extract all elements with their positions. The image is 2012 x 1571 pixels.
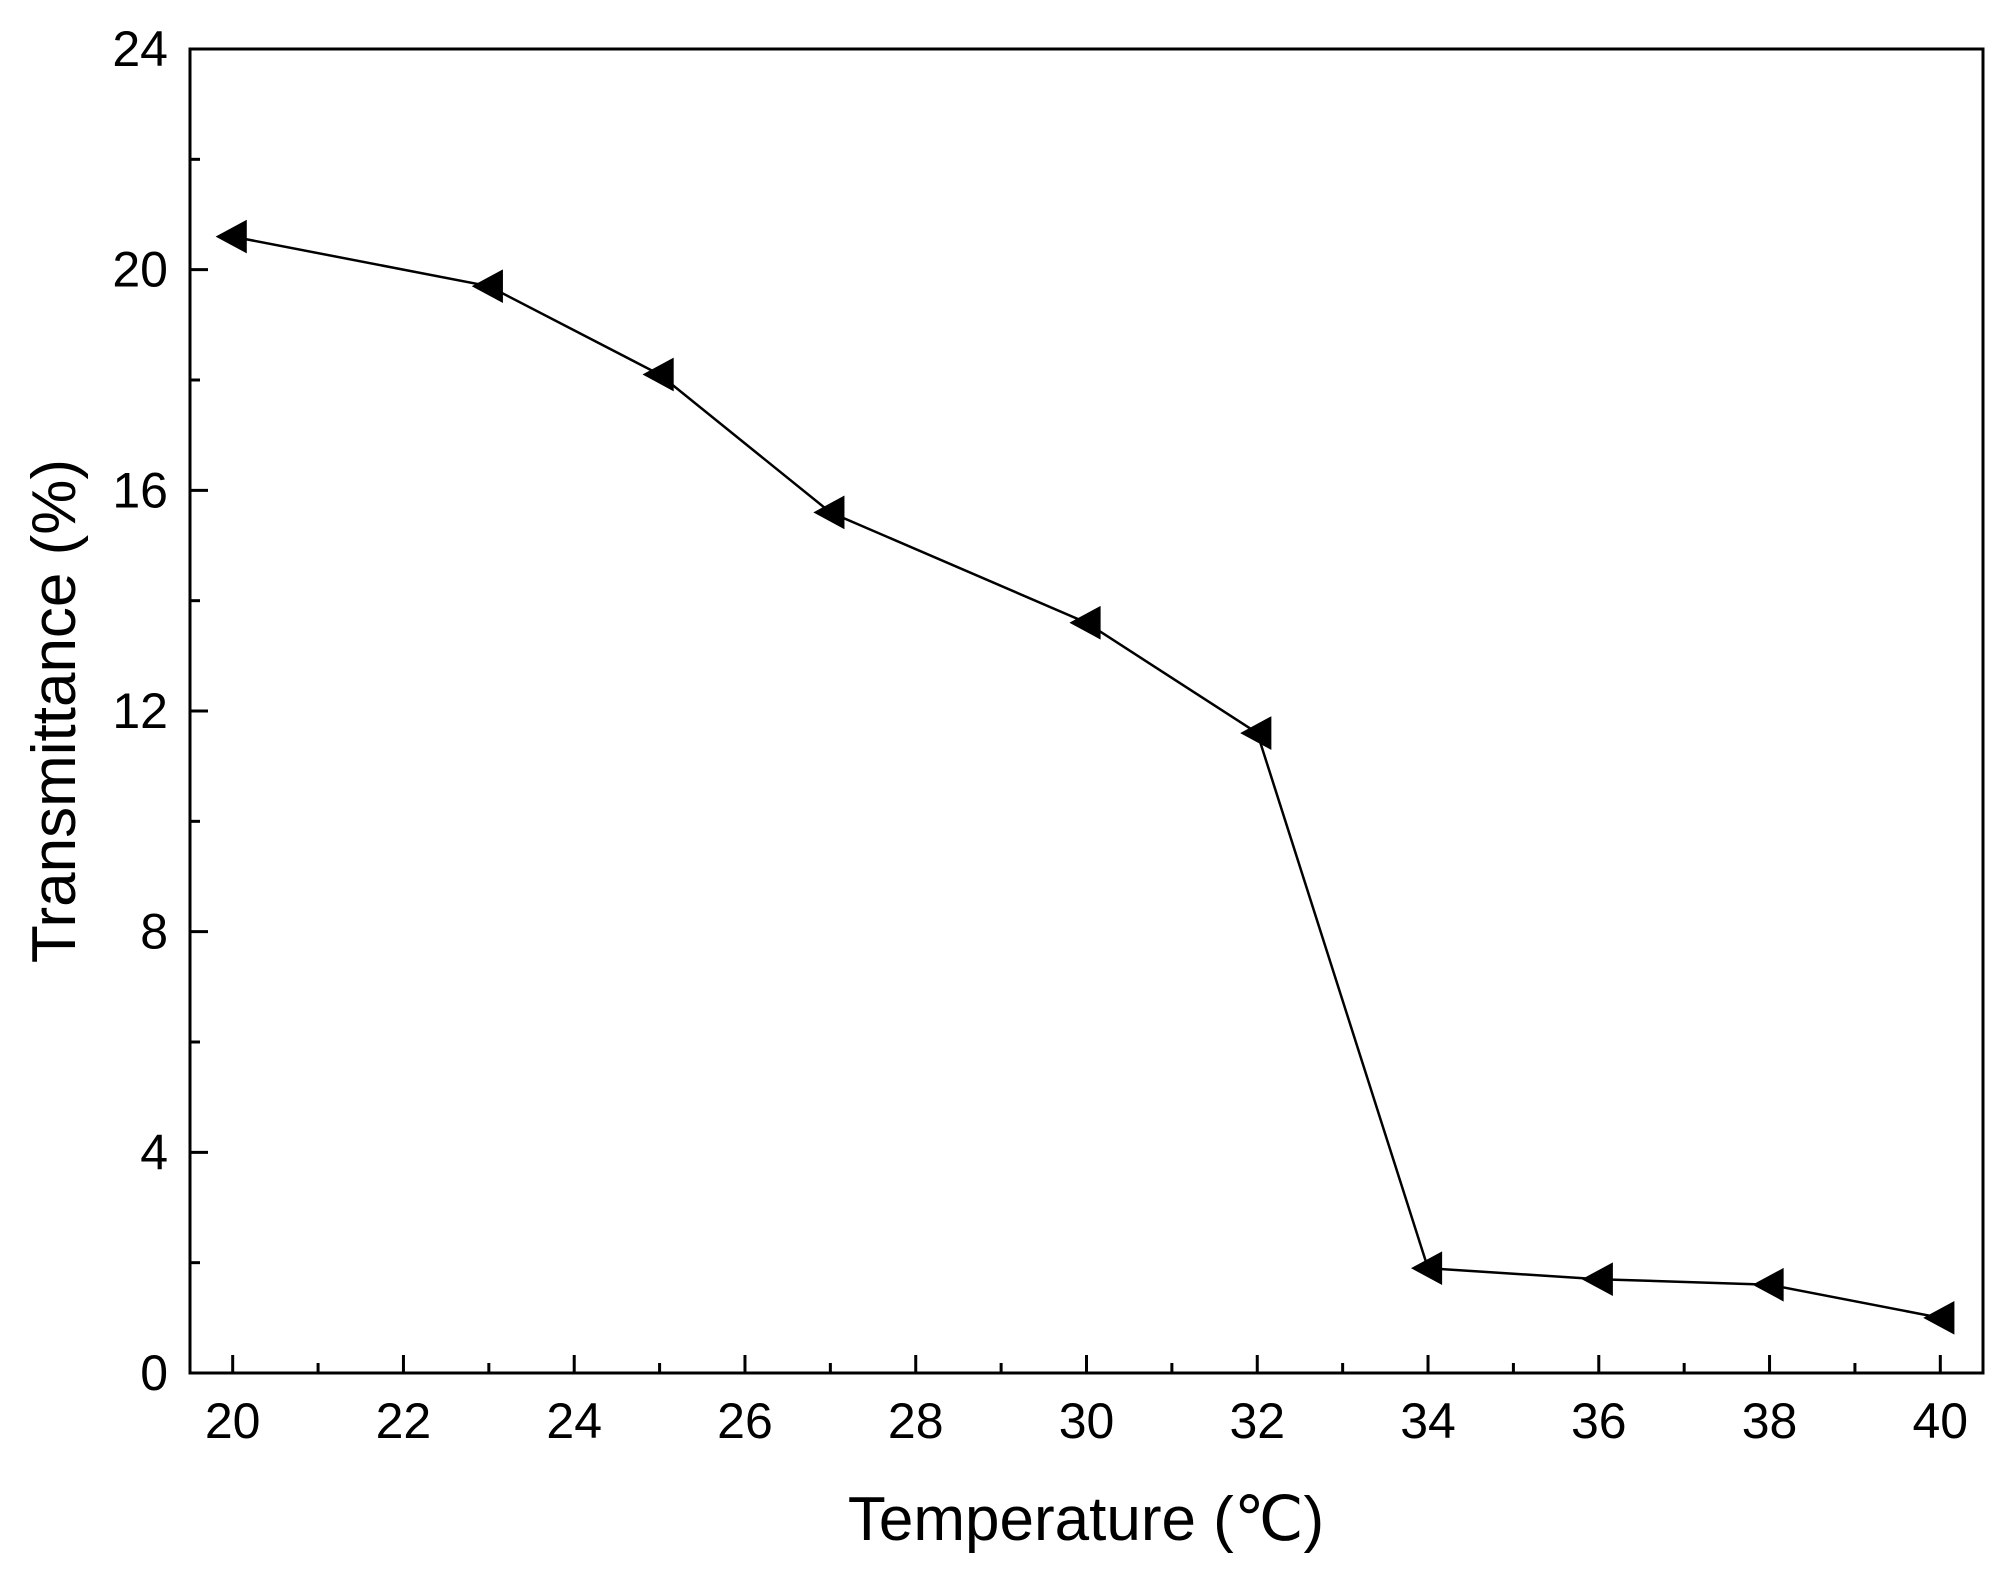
x-tick-label: 38 bbox=[1742, 1393, 1798, 1449]
data-point-marker bbox=[1069, 605, 1101, 640]
data-point-marker bbox=[1410, 1251, 1443, 1286]
x-axis-ticks bbox=[231, 1355, 1942, 1373]
x-tick-label: 28 bbox=[888, 1393, 944, 1449]
data-point-marker bbox=[1581, 1262, 1613, 1297]
x-tick-label: 30 bbox=[1059, 1393, 1115, 1449]
x-tick-label: 24 bbox=[546, 1393, 602, 1449]
data-point-marker bbox=[471, 269, 503, 304]
x-axis-title: Temperature (℃) bbox=[848, 1485, 1324, 1554]
x-tick-label: 20 bbox=[205, 1393, 261, 1449]
data-point-marker bbox=[1752, 1267, 1784, 1302]
y-tick-label: 8 bbox=[140, 904, 168, 960]
y-tick-label: 0 bbox=[140, 1345, 168, 1401]
y-axis-ticks bbox=[190, 47, 208, 1375]
x-tick-label: 34 bbox=[1400, 1393, 1456, 1449]
series-layer bbox=[215, 219, 1955, 1335]
data-point-marker bbox=[1923, 1300, 1955, 1335]
plot-area bbox=[188, 47, 1985, 1375]
x-tick-label: 22 bbox=[376, 1393, 432, 1449]
y-tick-label: 24 bbox=[112, 21, 168, 77]
data-point-marker bbox=[215, 219, 247, 254]
x-axis-tick-labels: 20 22 24 26 28 30 32 34 36 38 40 bbox=[205, 1393, 1968, 1449]
y-tick-label: 16 bbox=[112, 462, 168, 518]
x-tick-label: 32 bbox=[1229, 1393, 1285, 1449]
data-point-marker bbox=[1240, 716, 1272, 750]
x-tick-label: 40 bbox=[1912, 1393, 1968, 1449]
series-line bbox=[232, 235, 1941, 1320]
y-tick-label: 4 bbox=[140, 1124, 168, 1180]
data-point-marker bbox=[813, 495, 845, 530]
y-axis-title: Transmittance (%) bbox=[20, 459, 89, 963]
x-tick-label: 26 bbox=[717, 1393, 773, 1449]
x-tick-label: 36 bbox=[1571, 1393, 1627, 1449]
y-tick-label: 20 bbox=[112, 242, 168, 298]
y-axis-tick-labels: 0 4 8 12 16 20 24 bbox=[112, 21, 168, 1401]
y-tick-label: 12 bbox=[112, 683, 168, 739]
data-point-marker bbox=[642, 357, 674, 392]
